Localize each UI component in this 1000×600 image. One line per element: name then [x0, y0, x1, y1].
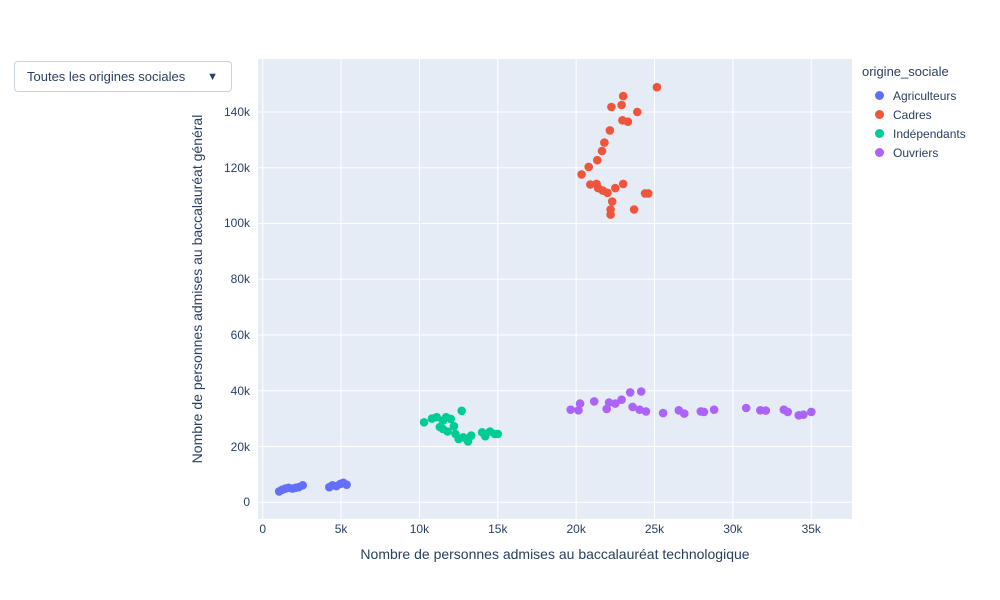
legend-marker-icon	[875, 91, 884, 100]
y-axis-title: Nombre de personnes admises au baccalaur…	[189, 114, 205, 464]
x-tick-label: 30k	[723, 522, 743, 536]
data-point-cadres	[652, 82, 662, 92]
legend: origine_sociale Agriculteurs Cadres Indépe…	[862, 64, 966, 162]
legend-item-label: Agriculteurs	[893, 88, 957, 103]
data-point-ouvriers	[783, 407, 792, 417]
data-point-ouvriers	[641, 407, 651, 416]
data-point-ouvriers	[699, 407, 709, 417]
data-point-cadres	[607, 197, 617, 206]
data-point-agriculteurs	[342, 480, 351, 490]
plot-area[interactable]	[258, 59, 852, 519]
data-point-cadres	[603, 188, 612, 198]
data-point-cadres	[617, 100, 626, 110]
data-point-cadres	[605, 126, 615, 135]
data-point-ouvriers	[589, 397, 599, 406]
x-tick-label: 20k	[566, 522, 586, 536]
y-tick-label: 80k	[230, 272, 250, 287]
y-tick-label: 120k	[223, 160, 250, 175]
data-point-indépendants	[493, 429, 503, 439]
data-point-ouvriers	[658, 408, 668, 418]
x-tick-label: 35k	[801, 522, 821, 536]
legend-item-label: Cadres	[893, 107, 932, 122]
data-point-ouvriers	[574, 406, 583, 415]
data-point-ouvriers	[566, 405, 575, 415]
data-point-ouvriers	[680, 409, 689, 418]
data-point-ouvriers	[628, 402, 637, 412]
legend-item-ouvriers[interactable]: Ouvriers	[862, 143, 966, 162]
y-tick-label: 60k	[230, 328, 250, 342]
y-tick-label: 20k	[230, 439, 250, 454]
legend-marker-icon	[875, 148, 884, 157]
data-point-cadres	[629, 205, 639, 214]
data-point-cadres	[618, 179, 628, 189]
data-point-ouvriers	[799, 410, 808, 420]
data-point-cadres	[584, 162, 593, 172]
data-point-cadres	[618, 91, 628, 101]
data-point-indépendants	[466, 431, 476, 440]
y-tick-label: 140k	[223, 104, 250, 119]
data-point-agriculteurs	[298, 481, 307, 490]
data-point-indépendants	[443, 427, 452, 436]
legend-item-indépendants[interactable]: Indépendants	[862, 124, 966, 143]
y-tick-label: 0	[243, 495, 250, 510]
legend-item-agriculteurs[interactable]: Agriculteurs	[862, 86, 966, 105]
data-point-ouvriers	[611, 399, 620, 408]
data-point-ouvriers	[761, 406, 771, 415]
data-point-ouvriers	[636, 387, 646, 396]
data-point-indépendants	[419, 418, 429, 427]
legend-item-cadres[interactable]: Cadres	[862, 105, 966, 124]
legend-item-label: Ouvriers	[893, 145, 939, 160]
origin-filter-dropdown[interactable]: Toutes les origines sociales ▼	[14, 61, 232, 92]
chevron-down-icon: ▼	[207, 70, 218, 83]
data-point-ouvriers	[575, 399, 585, 408]
scatter-plot-canvas	[258, 59, 852, 519]
y-tick-label: 100k	[223, 216, 250, 231]
data-point-cadres	[611, 183, 620, 193]
x-tick-label: 0	[259, 522, 267, 536]
data-point-cadres	[593, 155, 602, 165]
legend-items: Agriculteurs Cadres Indépendants Ouvriers	[862, 86, 966, 162]
data-point-ouvriers	[625, 388, 635, 397]
data-point-cadres	[607, 102, 616, 112]
y-tick-label: 40k	[230, 383, 250, 398]
data-point-cadres	[623, 117, 633, 126]
x-axis-title: Nombre de personnes admises au baccalaur…	[360, 546, 750, 562]
origin-filter-value: Toutes les origines sociales	[27, 69, 186, 84]
x-tick-label: 5k	[334, 522, 348, 536]
data-point-cadres	[633, 107, 642, 117]
legend-item-label: Indépendants	[893, 126, 966, 141]
x-tick-label: 10k	[409, 522, 430, 536]
data-point-cadres	[577, 170, 586, 179]
data-point-ouvriers	[709, 405, 719, 415]
data-point-cadres	[644, 189, 653, 198]
x-tick-label: 15k	[488, 522, 508, 536]
data-point-indépendants	[446, 414, 456, 424]
x-tick-label: 25k	[644, 522, 665, 536]
legend-marker-icon	[875, 110, 884, 119]
data-point-cadres	[606, 210, 615, 219]
data-point-ouvriers	[807, 407, 816, 417]
data-point-cadres	[600, 138, 609, 147]
data-point-cadres	[586, 180, 595, 189]
data-point-indépendants	[457, 406, 466, 416]
data-point-indépendants	[449, 421, 459, 431]
legend-title: origine_sociale	[862, 64, 949, 79]
data-point-ouvriers	[617, 395, 626, 405]
data-point-cadres	[597, 146, 607, 156]
legend-marker-icon	[875, 129, 884, 138]
data-point-ouvriers	[741, 403, 751, 413]
